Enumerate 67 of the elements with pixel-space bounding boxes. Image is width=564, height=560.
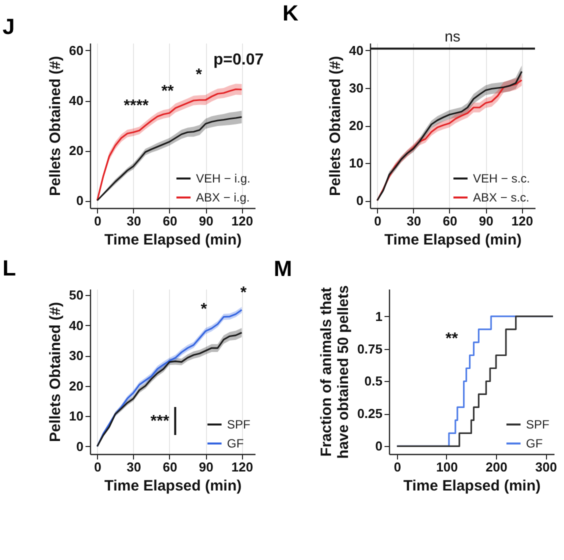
- x-tick-label: 30: [406, 214, 422, 228]
- x-tick-label: 60: [162, 214, 178, 228]
- legend-label: GF: [526, 436, 543, 450]
- y-tick-label: 20: [69, 143, 84, 158]
- x-tick-label: 90: [198, 214, 214, 228]
- y-tick-label: 0: [76, 438, 84, 454]
- x-tick-label: 300: [535, 460, 557, 474]
- y-axis-title: Fraction of animals that have obtained 50 pellets: [318, 285, 352, 459]
- annotation: p=0.07: [213, 52, 264, 68]
- annotation: *: [200, 300, 208, 318]
- chart-title: K: [282, 0, 299, 26]
- x-axis-title: Time Elapsed (min): [104, 478, 242, 494]
- annotation: *: [196, 66, 203, 84]
- x-tick-label: 120: [231, 214, 254, 228]
- y-tick-label: 60: [69, 43, 84, 58]
- annotation: *: [240, 284, 248, 302]
- x-tick-label: 30: [126, 214, 142, 228]
- x-tick-label: 120: [511, 214, 534, 228]
- chart-title: J: [2, 14, 15, 39]
- y-tick-label: 30: [349, 80, 364, 96]
- chart-title: M: [274, 256, 292, 281]
- x-tick-label: 0: [94, 214, 102, 228]
- y-tick-label: 0.5: [364, 374, 382, 389]
- x-axis-title: Time Elapsed (min): [403, 478, 541, 494]
- x-tick-label: 200: [486, 460, 508, 474]
- legend-label: SPF: [227, 418, 250, 432]
- legend-label: VEH − i.g.: [196, 172, 250, 186]
- y-tick-label: 0: [356, 193, 364, 208]
- legend-label: VEH − s.c.: [473, 172, 530, 186]
- y-tick-label: 50: [69, 288, 84, 303]
- x-tick-label: 90: [198, 460, 214, 474]
- y-tick-label: 1: [375, 308, 382, 324]
- x-axis-title: Time Elapsed (min): [104, 232, 242, 248]
- ref-line-label: ns: [444, 28, 460, 46]
- x-tick-label: 0: [94, 460, 102, 474]
- y-tick-label: 0: [76, 193, 84, 208]
- y-tick-label: 40: [349, 43, 364, 58]
- y-tick-label: 30: [69, 348, 84, 364]
- y-tick-label: 0.25: [357, 406, 382, 422]
- x-tick-label: 60: [442, 214, 458, 228]
- x-tick-label: 30: [126, 460, 142, 474]
- legend-label: ABX − i.g.: [196, 190, 250, 204]
- x-tick-label: 90: [478, 214, 494, 228]
- y-tick-label: 0: [375, 438, 382, 454]
- x-tick-label: 100: [436, 460, 458, 474]
- y-tick-label: 20: [349, 118, 364, 133]
- y-tick-label: 10: [69, 408, 84, 424]
- x-axis-title: Time Elapsed (min): [384, 232, 522, 248]
- y-tick-label: 40: [69, 93, 84, 108]
- annotation: **: [445, 330, 459, 348]
- y-axis-title: Pellets Obtained (#): [47, 302, 64, 442]
- y-tick-label: 0.75: [357, 341, 382, 356]
- legend-label: SPF: [526, 418, 550, 432]
- annotation: ***: [150, 413, 170, 430]
- x-tick-label: 120: [231, 460, 254, 474]
- y-tick-label: 40: [69, 318, 84, 333]
- y-tick-label: 10: [349, 156, 364, 170]
- annotation: **: [161, 82, 175, 100]
- chart-title: L: [2, 255, 16, 280]
- x-tick-label: 0: [394, 460, 402, 474]
- x-tick-label: 60: [162, 460, 178, 474]
- legend-label: GF: [227, 436, 244, 450]
- y-axis-title: Pellets Obtained (#): [47, 56, 64, 196]
- y-tick-label: 20: [69, 378, 84, 394]
- annotation: ****: [124, 98, 150, 115]
- y-axis-title: Pellets Obtained (#): [327, 56, 344, 196]
- legend-label: ABX − s.c.: [473, 190, 530, 204]
